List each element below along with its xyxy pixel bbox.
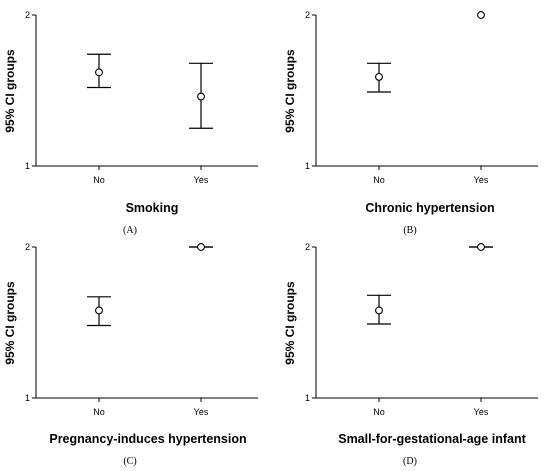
y-tick-label: 1 [25,393,30,403]
chart-panel-b: 1 2 No Yes 95% CI groups Chronic hypertension… [283,10,538,236]
panel-label: (B) [403,225,416,236]
y-axis-label: 95% CI groups [283,49,297,133]
panel-label: (C) [123,456,136,467]
x-axis-label: Chronic hypertension [365,201,494,215]
data-point [375,306,383,315]
x-tick-label: Yes [474,175,489,185]
y-tick-label: 1 [305,161,310,171]
x-axis-label: Pregnancy-induces hypertension [49,432,246,446]
chart-panel-c: 1 2 No Yes 95% CI groups Pregnancy-induces hy… [3,242,258,467]
data-point [95,306,103,315]
x-axis-label: Small-for-gestational-age infant [338,432,526,446]
x-tick-label: No [93,175,105,185]
data-point [477,243,485,251]
y-tick-label: 1 [25,161,30,171]
y-axis-label: 95% CI groups [3,281,17,365]
x-axis-label: Smoking [126,201,179,215]
data-point [197,92,205,101]
data-point [477,11,485,19]
data-point [95,68,103,77]
y-tick-label: 1 [305,393,310,403]
y-axis-label: 95% CI groups [3,49,17,133]
x-tick-label: No [373,407,385,417]
chart-panel-a: 1 2 No Yes 95% CI groups Smoking (A) [3,10,258,236]
y-tick-label: 2 [25,242,30,252]
panel-label: (A) [123,225,137,236]
data-point [197,243,205,251]
data-point [375,72,383,81]
y-tick-label: 2 [25,10,30,20]
panel-label: (D) [403,456,417,467]
chart-panel-d: 1 2 No Yes 95% CI groups Small-for-gestationa… [283,242,538,467]
x-tick-label: No [93,407,105,417]
x-tick-label: Yes [194,175,209,185]
x-tick-label: No [373,175,385,185]
y-tick-label: 2 [305,10,310,20]
x-tick-label: Yes [474,407,489,417]
y-axis-label: 95% CI groups [283,281,297,365]
y-tick-label: 2 [305,242,310,252]
x-tick-label: Yes [194,407,209,417]
